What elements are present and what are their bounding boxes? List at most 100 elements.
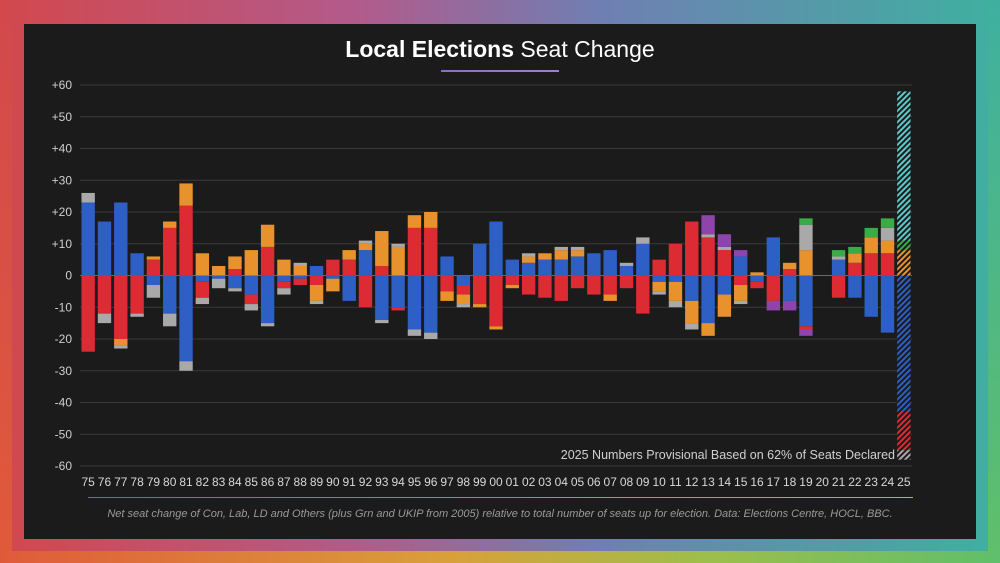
bar-segment-oth-13 — [701, 234, 715, 238]
bar-segment-con-88 — [293, 275, 307, 279]
bar-segment-oth-83 — [211, 278, 226, 289]
bar-segment-lab-18 — [782, 269, 797, 276]
bar-segment-con-85 — [244, 275, 258, 295]
bar-segment-con-10 — [652, 275, 666, 282]
y-tick-label: -20 — [55, 332, 73, 346]
bar-segment-con-08 — [619, 265, 634, 276]
chart-title: Local Elections Seat Change — [0, 36, 1000, 63]
bar-segment-grn-22 — [848, 246, 862, 254]
bar-segment-con-15 — [734, 256, 748, 276]
bars-group — [81, 91, 911, 460]
bar-segment-con-77 — [114, 202, 128, 276]
bar-segment-oth-79 — [146, 285, 161, 298]
x-tick-label: 00 — [489, 475, 503, 489]
bar-segment-ld-10 — [652, 281, 666, 292]
bar-segment-con-99 — [473, 243, 487, 276]
bar-segment-lab-98 — [456, 285, 471, 295]
bar-segment-con-02 — [521, 262, 536, 276]
bar-segment-lab-25 — [897, 412, 911, 451]
bar-segment-oth-96 — [424, 332, 438, 339]
bar-segment-ld-16 — [750, 272, 764, 276]
bar-segment-lab-75 — [81, 275, 95, 352]
x-tick-label: 15 — [734, 475, 748, 489]
bar-segment-lab-05 — [570, 275, 585, 289]
bar-segment-con-13 — [701, 275, 715, 324]
bar-segment-lab-88 — [293, 278, 307, 286]
bar-segment-oth-84 — [228, 288, 242, 292]
x-tick-label: 24 — [881, 475, 895, 489]
x-tick-label: 18 — [783, 475, 797, 489]
x-tick-label: 25 — [897, 475, 911, 489]
bar-segment-ld-90 — [326, 278, 340, 292]
x-tick-label: 92 — [359, 475, 373, 489]
bar-segment-oth-85 — [244, 304, 258, 311]
bar-segment-con-94 — [391, 275, 405, 308]
frame-right-edge — [988, 0, 1000, 563]
bar-segment-oth-05 — [570, 246, 585, 251]
x-axis-ticks: 75 76 77 78 79 80 81 82 83 84 85 86 87 88 89 90 91 92 93 94… — [81, 475, 910, 489]
x-tick-label: 88 — [294, 475, 308, 489]
footer-divider — [88, 497, 913, 498]
x-tick-label: 20 — [816, 475, 830, 489]
x-tick-label: 97 — [440, 475, 454, 489]
bar-segment-ukip-14 — [717, 234, 732, 247]
x-tick-label: 95 — [408, 475, 422, 489]
x-tick-label: 98 — [457, 475, 471, 489]
bar-segment-ld-03 — [538, 253, 552, 260]
bar-segment-con-07 — [603, 250, 617, 276]
y-tick-label: 0 — [65, 269, 72, 283]
bar-segment-grn-21 — [831, 250, 846, 257]
bar-segment-ld-25 — [897, 250, 911, 276]
bar-segment-ld-02 — [521, 256, 536, 263]
x-tick-label: 79 — [147, 475, 161, 489]
bar-segment-con-25 — [897, 275, 911, 413]
bar-segment-ld-07 — [603, 294, 617, 301]
bar-segment-lab-07 — [603, 275, 617, 295]
x-tick-label: 14 — [718, 475, 732, 489]
bar-segment-oth-98 — [456, 304, 471, 308]
bar-segment-con-22 — [848, 275, 862, 298]
bar-segment-lab-85 — [244, 294, 258, 305]
bar-segment-ld-81 — [179, 183, 193, 206]
x-tick-label: 89 — [310, 475, 324, 489]
x-tick-label: 02 — [522, 475, 536, 489]
bar-segment-oth-02 — [521, 253, 536, 257]
y-tick-label: -30 — [55, 364, 73, 378]
bar-segment-con-14 — [717, 275, 732, 295]
y-tick-label: +10 — [52, 237, 73, 251]
bar-segment-con-75 — [81, 202, 95, 276]
bar-segment-con-04 — [554, 259, 568, 276]
bar-segment-ld-14 — [717, 294, 732, 317]
bar-segment-oth-15 — [734, 300, 748, 305]
bar-segment-ld-97 — [440, 291, 454, 301]
bar-segment-ld-99 — [473, 304, 487, 308]
bar-segment-lab-86 — [260, 246, 275, 276]
bar-segment-lab-89 — [309, 275, 324, 286]
bar-segment-oth-11 — [668, 300, 683, 308]
x-tick-label: 99 — [473, 475, 487, 489]
bar-segment-ld-15 — [734, 285, 748, 301]
bar-segment-con-89 — [309, 265, 324, 276]
bar-segment-lab-03 — [538, 275, 552, 298]
bar-segment-ld-24 — [880, 240, 895, 254]
bar-segment-ld-01 — [505, 285, 520, 289]
bar-segment-con-95 — [407, 275, 422, 330]
bar-segment-lab-92 — [358, 275, 373, 308]
bar-segment-lab-23 — [864, 253, 878, 276]
bar-segment-grn-19 — [799, 218, 813, 225]
bar-segment-ld-22 — [848, 253, 862, 263]
x-tick-label: 87 — [277, 475, 291, 489]
bar-segment-oth-86 — [260, 323, 275, 327]
bar-segment-ld-04 — [554, 250, 568, 260]
bar-segment-lab-17 — [766, 275, 781, 301]
x-tick-label: 81 — [179, 475, 193, 489]
x-tick-label: 06 — [587, 475, 601, 489]
bar-segment-lab-24 — [880, 253, 895, 276]
y-tick-label: +60 — [52, 78, 73, 92]
bar-segment-con-92 — [358, 250, 373, 276]
bar-segment-lab-84 — [228, 269, 242, 276]
bar-segment-lab-82 — [195, 281, 210, 298]
bar-segment-lab-10 — [652, 259, 666, 276]
bar-segment-con-09 — [636, 243, 650, 276]
